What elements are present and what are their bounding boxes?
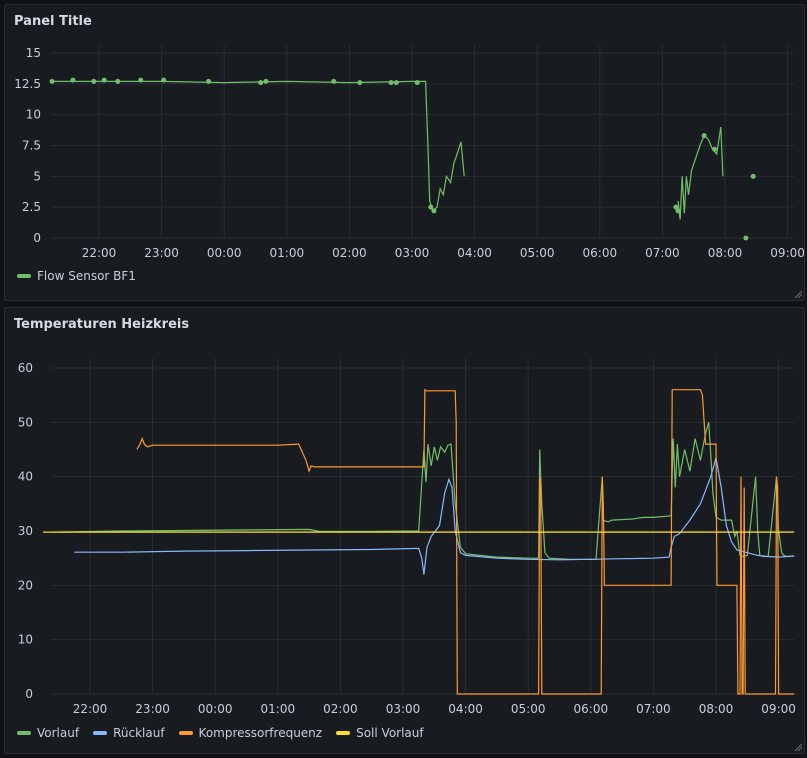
series-line-flow-sensor-bf1 xyxy=(52,80,465,212)
data-point xyxy=(357,80,363,86)
x-tick-label: 02:00 xyxy=(332,246,367,260)
y-tick-label: 12.5 xyxy=(14,77,41,91)
legend: Vorlauf Rücklauf Kompressorfrequenz Soll Vo… xyxy=(17,726,424,740)
flow-panel: Panel Title 0 2.5 5 7.5 10 12.5 15 22:00 23:00 00… xyxy=(4,4,805,301)
resize-handle-icon[interactable] xyxy=(794,290,802,298)
x-tick-label: 02:00 xyxy=(323,702,358,716)
legend-swatch xyxy=(93,731,108,735)
x-tick-label: 01:00 xyxy=(261,702,296,716)
data-point xyxy=(258,80,264,86)
x-tick-label: 01:00 xyxy=(270,246,305,260)
data-point xyxy=(138,77,144,83)
legend-label: Soll Vorlauf xyxy=(356,726,424,740)
x-tick-label: 22:00 xyxy=(82,246,117,260)
resize-handle-icon[interactable] xyxy=(794,743,802,751)
y-tick-label: 50 xyxy=(18,415,33,429)
y-tick-label: 30 xyxy=(18,524,33,538)
data-point xyxy=(388,80,394,86)
series-line-flow-sensor-bf1 xyxy=(677,126,724,220)
data-point xyxy=(673,204,679,210)
legend: Flow Sensor BF1 xyxy=(17,269,136,283)
y-tick-label: 40 xyxy=(18,470,33,484)
y-tick-label: 2.5 xyxy=(22,200,41,214)
flow-chart: 0 2.5 5 7.5 10 12.5 15 22:00 23:00 00:00 01:00 02:0… xyxy=(14,45,804,260)
data-point xyxy=(331,78,337,84)
data-point xyxy=(431,208,437,214)
x-tick-label: 22:00 xyxy=(73,702,108,716)
x-tick-label: 03:00 xyxy=(395,246,430,260)
data-point xyxy=(675,208,681,214)
series-line-r-cklauf xyxy=(74,457,795,575)
x-tick-label: 23:00 xyxy=(135,702,170,716)
y-tick-label: 10 xyxy=(26,108,41,122)
x-tick-label: 00:00 xyxy=(198,702,233,716)
x-tick-label: 07:00 xyxy=(636,702,671,716)
series-line-vorlauf xyxy=(58,422,795,560)
legend-swatch xyxy=(178,731,193,735)
x-tick-label: 08:00 xyxy=(708,246,743,260)
y-tick-label: 7.5 xyxy=(22,139,41,153)
data-point xyxy=(49,78,55,84)
data-point xyxy=(206,78,212,84)
legend-item[interactable]: Rücklauf xyxy=(93,726,165,740)
temperature-panel: Temperaturen Heizkreis 0 10 20 30 40 50 60 22:0… xyxy=(4,307,805,754)
x-tick-label: 06:00 xyxy=(583,246,618,260)
y-tick-label: 0 xyxy=(33,231,41,245)
panel-title[interactable]: Panel Title xyxy=(14,14,92,29)
legend-label: Vorlauf xyxy=(37,726,80,740)
series-line-kompressorfrequenz xyxy=(136,388,795,695)
y-tick-label: 15 xyxy=(26,46,41,60)
x-tick-label: 06:00 xyxy=(574,702,609,716)
data-point xyxy=(161,77,167,83)
legend-item[interactable]: Soll Vorlauf xyxy=(336,726,424,740)
y-tick-label: 0 xyxy=(25,687,33,701)
x-tick-label: 09:00 xyxy=(761,702,796,716)
x-tick-label: 08:00 xyxy=(699,702,734,716)
data-point xyxy=(750,173,756,179)
x-tick-label: 07:00 xyxy=(645,246,680,260)
data-point xyxy=(70,77,76,83)
legend-label: Kompressorfrequenz xyxy=(198,726,323,740)
x-tick-label: 05:00 xyxy=(520,246,555,260)
y-tick-label: 5 xyxy=(33,169,41,183)
panel-title[interactable]: Temperaturen Heizkreis xyxy=(14,317,190,332)
legend-swatch xyxy=(17,731,31,735)
data-point xyxy=(393,80,399,86)
x-tick-label: 03:00 xyxy=(386,702,421,716)
y-tick-label: 60 xyxy=(18,361,33,375)
data-point xyxy=(414,80,420,86)
legend-label: Flow Sensor BF1 xyxy=(37,269,136,283)
data-point xyxy=(743,235,749,241)
x-tick-label: 05:00 xyxy=(511,702,546,716)
x-tick-label: 04:00 xyxy=(457,246,492,260)
temperature-chart: 0 10 20 30 40 50 60 22:00 23:00 00:00 01:00 02:00 03… xyxy=(18,358,796,716)
data-point xyxy=(712,146,718,152)
data-point xyxy=(701,133,707,139)
data-point xyxy=(428,204,434,210)
data-point xyxy=(115,78,121,84)
legend-item[interactable]: Kompressorfrequenz xyxy=(178,726,323,740)
x-tick-label: 04:00 xyxy=(448,702,483,716)
y-tick-label: 20 xyxy=(18,578,33,592)
legend-swatch xyxy=(17,274,31,278)
data-point xyxy=(263,78,269,84)
data-point xyxy=(91,78,97,84)
x-tick-label: 23:00 xyxy=(144,246,179,260)
legend-label: Rücklauf xyxy=(113,726,165,740)
legend-item[interactable]: Flow Sensor BF1 xyxy=(17,269,136,283)
x-tick-label: 09:00 xyxy=(770,246,804,260)
x-tick-label: 00:00 xyxy=(207,246,242,260)
legend-swatch xyxy=(336,731,351,735)
y-tick-label: 10 xyxy=(18,633,33,647)
data-point xyxy=(101,77,107,83)
legend-item[interactable]: Vorlauf xyxy=(17,726,79,740)
